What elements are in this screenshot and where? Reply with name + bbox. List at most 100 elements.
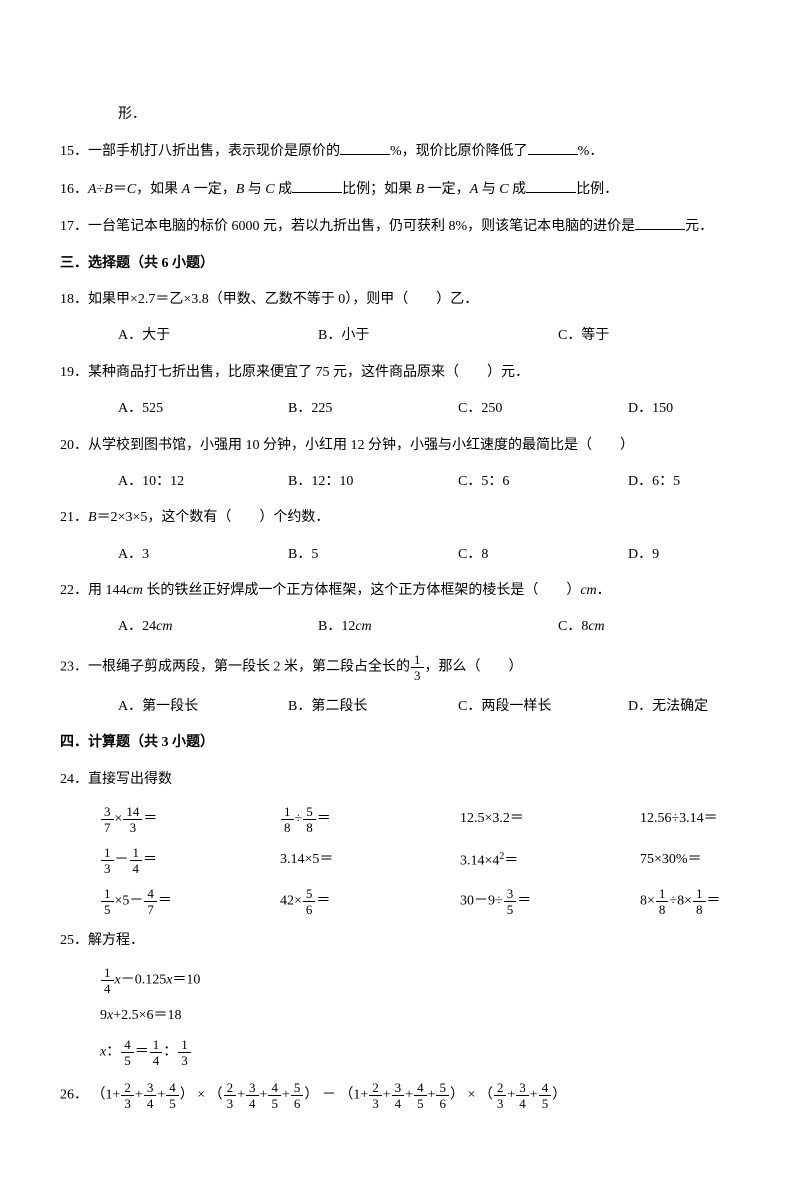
q17: 17．一台笔记本电脑的标价 6000 元，若以九折出售，仍可获利 8%，则该笔记… <box>60 215 733 238</box>
calc-cell: 30－9÷35＝ <box>460 887 640 916</box>
q-number: 19． <box>60 365 88 380</box>
q17-p1: 一台笔记本电脑的标价 6000 元，若以九折出售，仍可获利 8%，则该笔记本电脑… <box>88 219 635 234</box>
option-c[interactable]: C．等于 <box>558 325 718 347</box>
q-number: 21． <box>60 510 88 525</box>
q20-options: A．10：12 B．12：10 C．5：6 D．6：5 <box>60 471 733 493</box>
q-number: 24． <box>60 772 88 787</box>
eq: ＝ <box>113 182 127 197</box>
q20: 20．从学校到图书馆，小强用 10 分钟，小红用 12 分钟，小强与小红速度的最… <box>60 435 733 457</box>
t: 一定， <box>190 182 236 197</box>
q18: 18．如果甲×2.7＝乙×3.8（甲数、乙数不等于 0），则甲（ ）乙． <box>60 289 733 311</box>
option-d[interactable]: D．6：5 <box>628 471 793 493</box>
t: 比例． <box>576 182 618 197</box>
option-c[interactable]: C．8cm <box>558 616 718 638</box>
option-a[interactable]: A．525 <box>118 398 288 420</box>
q22-p2: 长的铁丝正好焊成一个正方体框架，这个正方体框架的棱长是（ ） <box>143 583 581 598</box>
section-4-title: 四．计算题（共 3 小题） <box>60 732 733 754</box>
unit-cm: cm <box>580 583 596 598</box>
q23-p1: 一根绳子剪成两段，第一段长 2 米，第二段占全长的 <box>88 660 410 675</box>
calc-cell: 12.5×3.2＝ <box>460 808 640 830</box>
var-a: A <box>88 182 97 197</box>
q19: 19．某种商品打七折出售，比原来便宜了 75 元，这件商品原来（ ）元． <box>60 362 733 384</box>
q25-eq3: x：45＝14：13 <box>60 1038 733 1067</box>
q25-eq2: 9x+2.5×6＝18 <box>60 1005 733 1027</box>
q-number: 17． <box>60 219 88 234</box>
option-c[interactable]: C．两段一样长 <box>458 696 628 718</box>
q19-options: A．525 B．225 C．250 D．150 <box>60 398 733 420</box>
q17-p2: 元． <box>685 219 713 234</box>
option-c[interactable]: C．5：6 <box>458 471 628 493</box>
option-b[interactable]: B．第二段长 <box>288 696 458 718</box>
calc-cell: 13－14＝ <box>100 846 280 875</box>
q15-p1: 一部手机打八折出售，表示现价是原价的 <box>88 144 340 159</box>
q15-p3: %． <box>578 144 604 159</box>
q19-text: 某种商品打七折出售，比原来便宜了 75 元，这件商品原来（ ）元． <box>88 365 529 380</box>
option-b[interactable]: B．12：10 <box>288 471 458 493</box>
option-b[interactable]: B．12cm <box>318 616 558 638</box>
t: ，如果 <box>136 182 182 197</box>
q21: 21．B＝2×3×5，这个数有（ ）个约数． <box>60 507 733 529</box>
blank[interactable] <box>340 140 390 155</box>
q18-text: 如果甲×2.7＝乙×3.8（甲数、乙数不等于 0），则甲（ ）乙． <box>88 292 478 307</box>
q-number: 18． <box>60 292 88 307</box>
var-a: A <box>182 182 191 197</box>
calc-cell: 12.56÷3.14＝ <box>640 808 793 830</box>
calc-cell: 37×143＝ <box>100 805 280 834</box>
q26: 26． （1+23+34+45） × （23+34+45+56） － （1+23… <box>60 1081 733 1110</box>
calc-cell: 3.14×5＝ <box>280 849 460 871</box>
q22: 22．用 144cm 长的铁丝正好焊成一个正方体框架，这个正方体框架的棱长是（ … <box>60 580 733 602</box>
calc-cell: 75×30%＝ <box>640 849 793 871</box>
t: 一定， <box>424 182 470 197</box>
calc-cell: 3.14×42＝ <box>460 849 640 873</box>
calc-cell: 18÷58＝ <box>280 805 460 834</box>
t: 与 <box>244 182 265 197</box>
var-b: B <box>88 510 97 525</box>
exam-page: 形． 15．一部手机打八折出售，表示现价是原价的%，现价比原价降低了%． 16．… <box>0 0 793 1184</box>
t: 成 <box>275 182 293 197</box>
option-d[interactable]: D．9 <box>628 544 793 566</box>
q25-eq1: 14x－0.125x＝10 <box>60 966 733 995</box>
q23-options: A．第一段长 B．第二段长 C．两段一样长 D．无法确定 <box>60 696 733 718</box>
option-b[interactable]: B．5 <box>288 544 458 566</box>
t: 与 <box>478 182 499 197</box>
blank[interactable] <box>526 178 576 193</box>
q16: 16．A÷B＝C，如果 A 一定，B 与 C 成比例；如果 B 一定，A 与 C… <box>60 178 733 201</box>
q22-p1: 用 144 <box>88 583 127 598</box>
blank[interactable] <box>635 215 685 230</box>
var-c: C <box>499 182 508 197</box>
q25: 25．解方程． <box>60 930 733 952</box>
blank[interactable] <box>292 178 342 193</box>
q-number: 25． <box>60 933 88 948</box>
var-a: A <box>470 182 479 197</box>
q25-text: 解方程． <box>88 933 144 948</box>
option-d[interactable]: D．无法确定 <box>628 696 793 718</box>
q24-text: 直接写出得数 <box>88 772 172 787</box>
option-a[interactable]: A．3 <box>118 544 288 566</box>
q23: 23．一根绳子剪成两段，第一段长 2 米，第二段占全长的13，那么（ ） <box>60 653 733 682</box>
var-b: B <box>236 182 245 197</box>
q24: 24．直接写出得数 <box>60 769 733 791</box>
option-d[interactable]: D．150 <box>628 398 793 420</box>
q-number: 26． <box>60 1088 88 1103</box>
option-a[interactable]: A．10：12 <box>118 471 288 493</box>
option-b[interactable]: B．小于 <box>318 325 558 347</box>
var-b: B <box>416 182 425 197</box>
t: 成 <box>509 182 527 197</box>
q-number: 23． <box>60 660 88 675</box>
option-a[interactable]: A．24cm <box>118 616 318 638</box>
option-a[interactable]: A．第一段长 <box>118 696 288 718</box>
q20-text: 从学校到图书馆，小强用 10 分钟，小红用 12 分钟，小强与小红速度的最简比是… <box>88 438 634 453</box>
option-c[interactable]: C．250 <box>458 398 628 420</box>
fraction: 13 <box>411 653 424 682</box>
option-c[interactable]: C．8 <box>458 544 628 566</box>
q15: 15．一部手机打八折出售，表示现价是原价的%，现价比原价降低了%． <box>60 140 733 163</box>
blank[interactable] <box>528 140 578 155</box>
option-b[interactable]: B．225 <box>288 398 458 420</box>
var-b: B <box>104 182 113 197</box>
q24-row1: 37×143＝ 18÷58＝ 12.5×3.2＝ 12.56÷3.14＝ <box>60 805 733 834</box>
q24-row2: 13－14＝ 3.14×5＝ 3.14×42＝ 75×30%＝ <box>60 846 733 875</box>
calc-cell: 15×5－47＝ <box>100 887 280 916</box>
q18-options: A．大于 B．小于 C．等于 <box>60 325 733 347</box>
q15-p2: %，现价比原价降低了 <box>390 144 528 159</box>
option-a[interactable]: A．大于 <box>118 325 318 347</box>
